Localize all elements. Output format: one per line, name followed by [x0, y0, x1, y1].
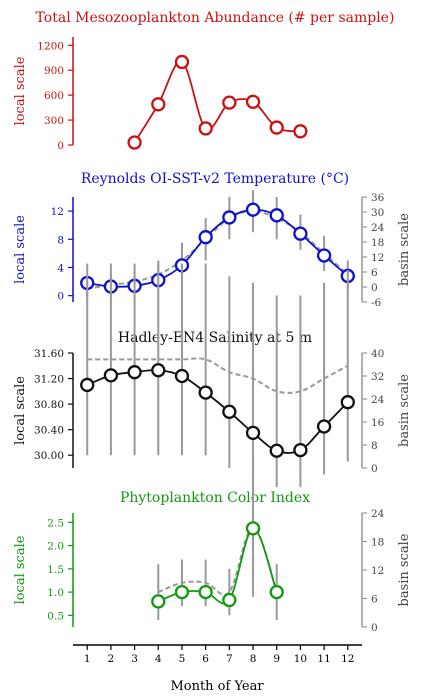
data-point	[293, 124, 308, 139]
right-y-tick-label: 12	[371, 252, 384, 264]
left-y-tick-label: 30.40	[34, 425, 64, 437]
left-y-tick-label: 1200	[37, 40, 64, 52]
left-y-axis-label: local scale	[13, 56, 28, 125]
data-point	[198, 230, 213, 245]
left-y-tick-label: 0	[57, 291, 64, 303]
left-y-tick-label: 1.5	[47, 564, 64, 576]
right-y-tick-label: -6	[371, 297, 382, 309]
x-tick-label: 10	[294, 653, 307, 665]
data-point	[198, 121, 213, 136]
x-tick-label: 11	[317, 653, 330, 665]
right-y-axis-label: basin scale	[397, 533, 412, 606]
data-point	[127, 365, 142, 380]
right-y-tick-label: 0	[371, 282, 378, 294]
data-point	[293, 226, 308, 241]
data-point	[245, 202, 261, 217]
right-y-tick-label: 40	[371, 348, 384, 360]
left-y-tick-label: 2.5	[47, 517, 64, 529]
x-tick-label: 12	[341, 653, 354, 665]
right-y-tick-label: 16	[371, 417, 385, 429]
data-point	[80, 377, 95, 393]
data-point	[222, 404, 237, 419]
right-y-tick-label: 0	[371, 622, 378, 634]
left-y-axis-label: local scale	[13, 215, 28, 284]
x-tick-label: 1	[84, 653, 91, 665]
left-y-tick-label: 2.0	[47, 541, 64, 553]
right-y-tick-label: 30	[371, 207, 384, 219]
left-y-tick-label: 30.80	[34, 399, 64, 411]
right-y-tick-label: 24	[371, 222, 385, 234]
data-point	[151, 363, 166, 378]
x-tick-label: 2	[108, 653, 115, 665]
left-y-axis-label: local scale	[13, 535, 28, 604]
data-point	[198, 584, 213, 600]
left-y-tick-label: 30.00	[34, 450, 64, 462]
data-point	[151, 97, 166, 112]
right-y-tick-label: 8	[371, 440, 378, 452]
left-y-tick-label: 300	[44, 115, 64, 127]
data-point	[269, 208, 284, 223]
data-point	[245, 94, 261, 109]
left-y-tick-label: 1.0	[47, 587, 64, 599]
data-point	[222, 210, 237, 225]
right-y-tick-label: 24	[371, 508, 385, 520]
right-y-tick-label: 12	[371, 565, 384, 577]
data-point	[293, 442, 308, 458]
data-point	[269, 120, 284, 135]
left-y-tick-label: 31.20	[34, 374, 64, 386]
x-tick-label: 7	[226, 653, 233, 665]
x-tick-label: 9	[273, 653, 280, 665]
left-y-tick-label: 31.60	[34, 348, 64, 360]
basin-series-line	[87, 357, 349, 394]
x-axis-label: Month of Year	[170, 679, 264, 694]
panel-title: Phytoplankton Color Index	[120, 490, 310, 506]
right-y-axis-label: basin scale	[397, 374, 412, 447]
data-point	[151, 594, 166, 609]
x-tick-label: 3	[131, 653, 138, 665]
panel-title: Hadley-EN4 Salinity at 5 m	[118, 330, 312, 346]
right-y-tick-label: 18	[371, 237, 384, 249]
series-line	[86, 369, 349, 454]
panel-title: Total Mesozooplankton Abundance (# per s…	[36, 10, 395, 26]
left-y-tick-label: 0	[57, 140, 64, 152]
left-y-tick-label: 12	[51, 206, 64, 218]
right-y-axis-label: basin scale	[397, 213, 412, 286]
right-y-tick-label: 18	[371, 537, 384, 549]
series-line	[87, 208, 349, 288]
basin-series-line	[87, 210, 349, 290]
data-point	[174, 54, 190, 70]
left-y-tick-label: 4	[57, 262, 64, 274]
data-point	[174, 368, 190, 384]
data-point	[222, 592, 237, 608]
data-point	[269, 584, 284, 600]
left-y-tick-label: 0.5	[47, 610, 64, 622]
x-tick-label: 4	[155, 653, 162, 665]
left-y-tick-label: 900	[44, 65, 64, 77]
left-y-axis-label: local scale	[13, 376, 28, 445]
data-point	[316, 419, 332, 434]
data-point	[222, 95, 237, 110]
right-y-tick-label: 24	[371, 394, 385, 406]
data-point	[127, 135, 142, 150]
panel-title: Reynolds OI-SST-v2 Temperature (°C)	[81, 171, 349, 187]
x-tick-label: 5	[179, 653, 186, 665]
right-y-tick-label: 6	[371, 267, 378, 279]
data-point	[269, 443, 284, 458]
data-point	[245, 425, 261, 441]
data-point	[174, 584, 190, 600]
right-y-tick-label: 36	[371, 192, 385, 204]
left-y-tick-label: 600	[44, 90, 64, 102]
left-y-tick-label: 8	[57, 234, 64, 246]
right-y-tick-label: 0	[371, 463, 378, 475]
x-tick-label: 8	[250, 653, 257, 665]
right-y-tick-label: 32	[371, 371, 384, 383]
data-point	[340, 395, 355, 410]
data-point	[198, 385, 213, 400]
data-point	[316, 248, 332, 263]
data-point	[245, 521, 261, 536]
x-tick-label: 6	[202, 653, 209, 665]
right-y-tick-label: 6	[371, 594, 378, 606]
data-point	[103, 368, 119, 383]
